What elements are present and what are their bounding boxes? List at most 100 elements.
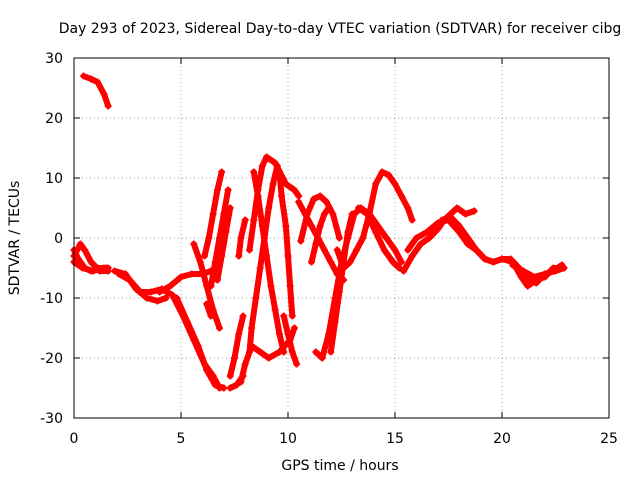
data-point (258, 162, 266, 170)
data-point (312, 348, 320, 356)
data-point (340, 264, 348, 272)
data-point (346, 258, 354, 266)
data-point (316, 192, 324, 200)
data-point (455, 222, 463, 230)
data-point (245, 348, 253, 356)
data-point (333, 246, 341, 254)
data-point (218, 252, 226, 260)
data-point (509, 261, 517, 269)
data-point (447, 213, 455, 221)
data-point (156, 288, 164, 296)
y-axis-label: SDTVAR / TECUs (7, 181, 23, 296)
series-s29 (355, 204, 403, 272)
data-point (258, 222, 266, 230)
data-point (224, 186, 232, 194)
data-point (250, 216, 258, 224)
data-point (166, 282, 174, 290)
series-s4 (70, 258, 112, 275)
data-point (318, 354, 326, 362)
data-point (104, 102, 112, 110)
data-point (263, 153, 271, 161)
series-s8 (173, 294, 228, 392)
data-point (205, 234, 213, 242)
data-point (213, 186, 221, 194)
data-point (280, 312, 288, 320)
data-point (391, 180, 399, 188)
data-point (76, 240, 84, 248)
data-point (213, 276, 221, 284)
data-point (303, 210, 311, 218)
data-point (216, 324, 224, 332)
data-point (111, 267, 119, 275)
data-point (168, 291, 176, 299)
data-point (278, 192, 286, 200)
data-point (250, 168, 258, 176)
series-s26 (312, 204, 405, 362)
data-point (282, 180, 290, 188)
data-point (218, 168, 226, 176)
data-point (194, 342, 202, 350)
data-point (412, 234, 420, 242)
data-point (220, 384, 228, 392)
series-line (250, 169, 287, 355)
data-point (81, 246, 89, 254)
data-point (498, 255, 506, 263)
data-point (472, 246, 480, 254)
data-point (226, 204, 234, 212)
data-point (308, 222, 316, 230)
data-point (308, 258, 316, 266)
x-tick-label: 20 (493, 431, 511, 447)
data-point (183, 318, 191, 326)
data-point (231, 354, 238, 362)
data-point (519, 267, 527, 275)
data-point (239, 312, 247, 320)
data-point (355, 204, 363, 212)
series-s1 (80, 72, 112, 110)
data-point (481, 255, 489, 263)
data-point (207, 282, 215, 290)
y-tick-label: -30 (40, 411, 63, 427)
series-s32 (430, 213, 566, 290)
data-point (417, 240, 425, 248)
data-point (344, 228, 352, 236)
x-tick-label: 0 (70, 431, 79, 447)
y-tick-label: 20 (45, 111, 63, 127)
series-line (246, 163, 281, 355)
data-point (177, 273, 185, 281)
data-point (143, 294, 151, 302)
x-tick-label: 5 (177, 431, 186, 447)
data-point (203, 366, 211, 374)
data-point (256, 348, 264, 356)
data-point (173, 294, 181, 302)
series-s24 (297, 192, 343, 245)
data-point (316, 222, 324, 230)
data-point (190, 240, 198, 248)
data-point (269, 180, 277, 188)
x-axis-label: GPS time / hours (281, 458, 398, 474)
data-point (372, 228, 380, 236)
y-tick-label: 30 (45, 51, 63, 67)
series-s12 (213, 204, 234, 284)
data-point (389, 258, 397, 266)
data-point (226, 372, 234, 380)
data-point (126, 276, 134, 284)
data-point (248, 324, 256, 332)
data-point (115, 270, 123, 278)
data-point (282, 222, 290, 230)
data-point (329, 210, 337, 218)
data-point (320, 210, 328, 218)
data-point (295, 192, 303, 200)
data-point (256, 264, 264, 272)
data-point (207, 312, 215, 320)
data-point (104, 264, 112, 272)
plot-frame (73, 57, 610, 419)
data-point (335, 234, 343, 242)
data-point (233, 381, 241, 389)
data-point (290, 186, 298, 194)
data-point (517, 273, 525, 281)
data-point (470, 207, 478, 215)
data-point (153, 297, 161, 305)
data-point (391, 246, 399, 254)
data-point (196, 258, 204, 266)
